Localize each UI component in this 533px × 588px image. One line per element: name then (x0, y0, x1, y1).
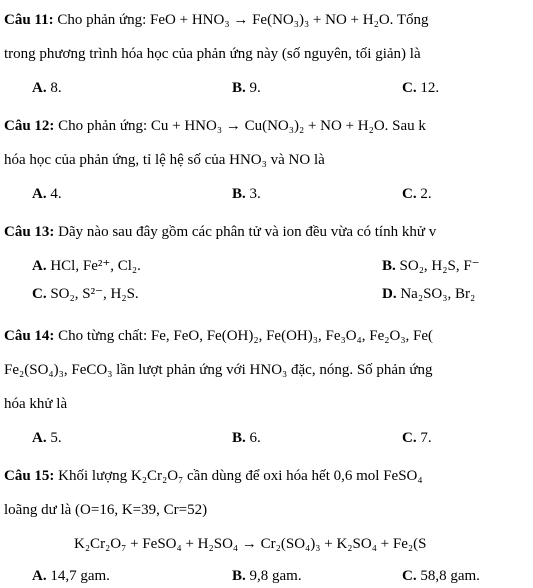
q14-stem1: Cho từng chất: Fe, FeO, Fe(OH)₂, Fe(OH)₃… (54, 328, 433, 344)
q15-stem1: Khối lượng K₂Cr₂O₇ cần dùng để oxi hóa h… (54, 468, 422, 484)
q15-opt-c: C. 58,8 gam. (402, 564, 480, 588)
q11-opt-c: C. 12. (402, 76, 439, 100)
question-14: Câu 14: Cho từng chất: Fe, FeO, Fe(OH)₂,… (4, 324, 529, 450)
q15-stem2: loãng dư là (O=16, K=39, Cr=52) (4, 498, 529, 522)
q14-stem: Câu 14: Cho từng chất: Fe, FeO, Fe(OH)₂,… (4, 324, 529, 348)
q13-opt-b: B. SO₂, H₂S, F⁻ (382, 254, 480, 278)
q13-stem: Câu 13: Dãy nào sau đây gồm các phân tử … (4, 220, 529, 244)
q11-opt-a: A. 8. (32, 76, 232, 100)
q12-stem2: hóa học của phản ứng, tỉ lệ hệ số của HN… (4, 148, 529, 172)
q13-stem1: Dãy nào sau đây gồm các phân tử và ion đ… (54, 224, 436, 240)
q13-opt-c: C. SO₂, S²⁻, H₂S. (32, 282, 382, 306)
q15-opt-a: A. 14,7 gam. (32, 564, 232, 588)
q11-stem2: trong phương trình hóa học của phản ứng … (4, 42, 529, 66)
question-12: Câu 12: Cho phản ứng: Cu + HNO₃ → Cu(NO₃… (4, 114, 529, 206)
q12-label: Câu 12: (4, 118, 54, 134)
q12-opt-a: A. 4. (32, 182, 232, 206)
q12-stem: Câu 12: Cho phản ứng: Cu + HNO₃ → Cu(NO₃… (4, 114, 529, 138)
q11-stem: Câu 11: Cho phản ứng: FeO + HNO₃ → Fe(NO… (4, 8, 529, 32)
q11-label: Câu 11: (4, 12, 54, 28)
q14-stem2: Fe₂(SO₄)₃, FeCO₃ lần lượt phản ứng với H… (4, 358, 529, 382)
q13-options: A. HCl, Fe²⁺, Cl₂. B. SO₂, H₂S, F⁻ C. SO… (4, 254, 529, 310)
q14-opt-c: C. 7. (402, 426, 432, 450)
q13-label: Câu 13: (4, 224, 54, 240)
q12-stem1: Cho phản ứng: Cu + HNO₃ → Cu(NO₃)₂ + NO … (54, 118, 426, 134)
q13-opt-a: A. HCl, Fe²⁺, Cl₂. (32, 254, 382, 278)
question-13: Câu 13: Dãy nào sau đây gồm các phân tử … (4, 220, 529, 310)
q11-stem1: Cho phản ứng: FeO + HNO₃ → Fe(NO₃)₃ + NO… (54, 12, 429, 28)
q12-opt-b: B. 3. (232, 182, 402, 206)
q11-options: A. 8. B. 9. C. 12. (4, 76, 529, 100)
q15-label: Câu 15: (4, 468, 54, 484)
q13-opt-d: D. Na₂SO₃, Br₂ (382, 282, 475, 306)
q14-opt-b: B. 6. (232, 426, 402, 450)
q15-opt-b: B. 9,8 gam. (232, 564, 402, 588)
question-15: Câu 15: Khối lượng K₂Cr₂O₇ cần dùng để o… (4, 464, 529, 588)
q14-opt-a: A. 5. (32, 426, 232, 450)
q11-opt-b: B. 9. (232, 76, 402, 100)
q15-equation: K₂Cr₂O₇ + FeSO₄ + H₂SO₄ → Cr₂(SO₄)₃ + K₂… (4, 532, 529, 556)
q12-options: A. 4. B. 3. C. 2. (4, 182, 529, 206)
question-11: Câu 11: Cho phản ứng: FeO + HNO₃ → Fe(NO… (4, 8, 529, 100)
q15-options: A. 14,7 gam. B. 9,8 gam. C. 58,8 gam. (4, 564, 529, 588)
q14-options: A. 5. B. 6. C. 7. (4, 426, 529, 450)
q14-label: Câu 14: (4, 328, 54, 344)
q15-stem: Câu 15: Khối lượng K₂Cr₂O₇ cần dùng để o… (4, 464, 529, 488)
q12-opt-c: C. 2. (402, 182, 432, 206)
q14-stem3: hóa khử là (4, 392, 529, 416)
